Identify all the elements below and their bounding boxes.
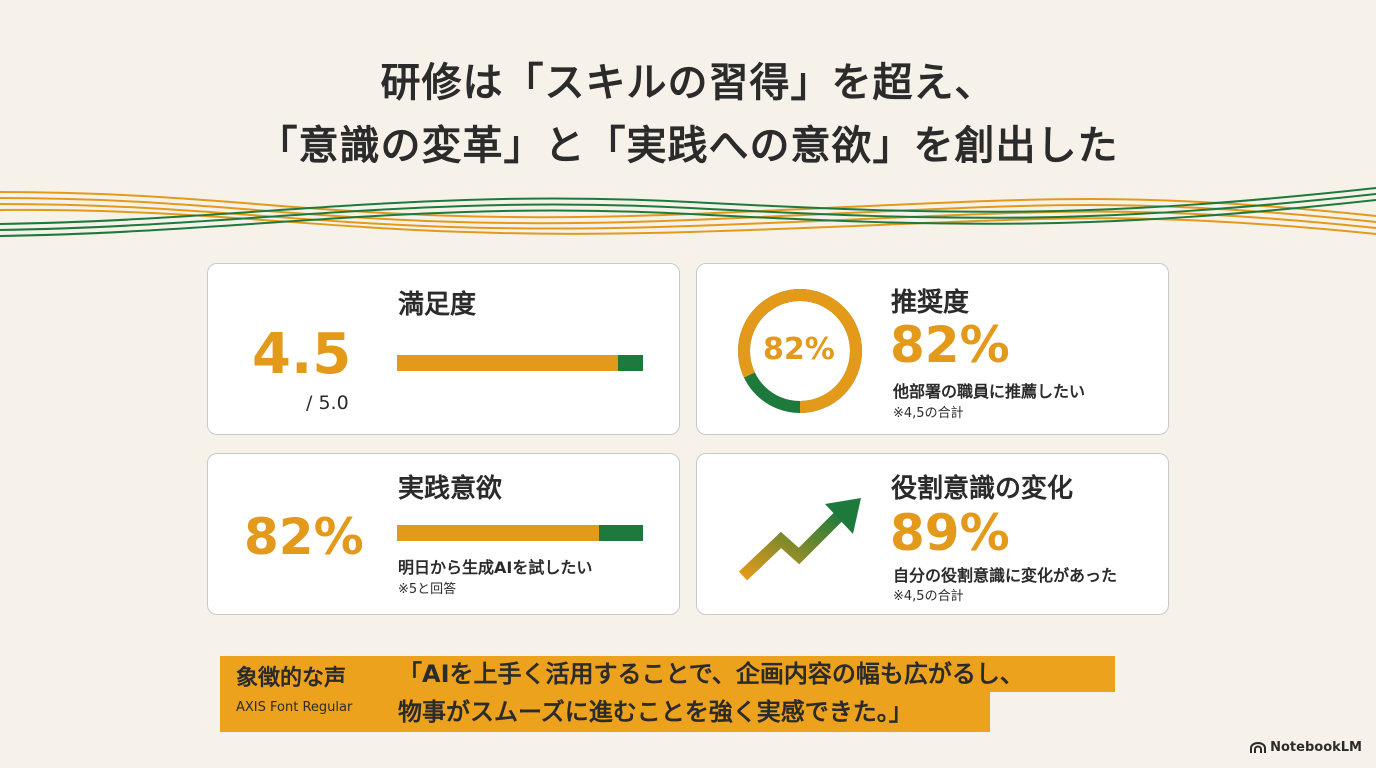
recommend-value: 82%	[890, 316, 1010, 374]
quote-font-note: AXIS Font Regular	[236, 700, 353, 715]
role-note: ※4,5の合計	[893, 589, 964, 604]
practice-card: 実践意欲 82% 明日から生成AIを試したい ※5と回答	[207, 453, 680, 615]
recommend-desc: 他部署の職員に推薦したい	[893, 382, 1086, 401]
role-card: 役割意識の変化 89% 自分の役割意識に変化があった ※4,5の合計	[696, 453, 1169, 615]
page-title: 研修は「スキルの習得」を超え、 「意識の変革」と「実践への意欲」を創出した	[0, 52, 1376, 178]
role-desc: 自分の役割意識に変化があった	[893, 566, 1118, 585]
satisfaction-bar-fill	[397, 355, 619, 371]
recommend-card: 82% 推奨度 82% 他部署の職員に推薦したい ※4,5の合計	[696, 263, 1169, 435]
satisfaction-value: 4.5	[252, 322, 352, 387]
brand-logo: NotebookLM	[1250, 740, 1362, 755]
recommend-ring-value: 82%	[763, 332, 835, 367]
brand-name: NotebookLM	[1270, 740, 1362, 755]
trend-up-arrow-icon	[738, 498, 861, 581]
notebook-logo-icon	[1250, 741, 1267, 753]
recommend-note: ※4,5の合計	[893, 406, 964, 421]
quote-highlight-2	[220, 692, 990, 732]
practice-value: 82%	[244, 508, 364, 566]
recommend-label: 推奨度	[891, 288, 970, 318]
practice-desc: 明日から生成AIを試したい	[398, 558, 593, 577]
practice-bar	[397, 525, 643, 541]
satisfaction-scale: / 5.0	[306, 392, 349, 414]
quote-line-2: 物事がスムーズに進むことを強く実感できた。」	[398, 698, 913, 726]
quote-label: 象徴的な声	[236, 666, 347, 691]
satisfaction-label: 満足度	[398, 290, 477, 320]
role-label: 役割意識の変化	[891, 474, 1074, 504]
title-line-1: 研修は「スキルの習得」を超え、	[380, 60, 996, 106]
practice-label: 実践意欲	[398, 474, 503, 504]
recommend-ring	[738, 289, 862, 413]
practice-bar-fill	[397, 525, 599, 541]
satisfaction-card: 満足度 4.5 / 5.0	[207, 263, 680, 435]
satisfaction-bar	[397, 355, 643, 371]
quote-line-1: 「AIを上手く活用することで、企画内容の幅も広がるし、	[398, 660, 1024, 688]
title-line-2: 「意識の変革」と「実践への意欲」を創出した	[257, 123, 1119, 169]
decorative-waves	[0, 187, 1376, 237]
role-value: 89%	[890, 504, 1010, 562]
practice-note: ※5と回答	[398, 582, 457, 597]
quote-highlight-1	[220, 656, 1115, 692]
